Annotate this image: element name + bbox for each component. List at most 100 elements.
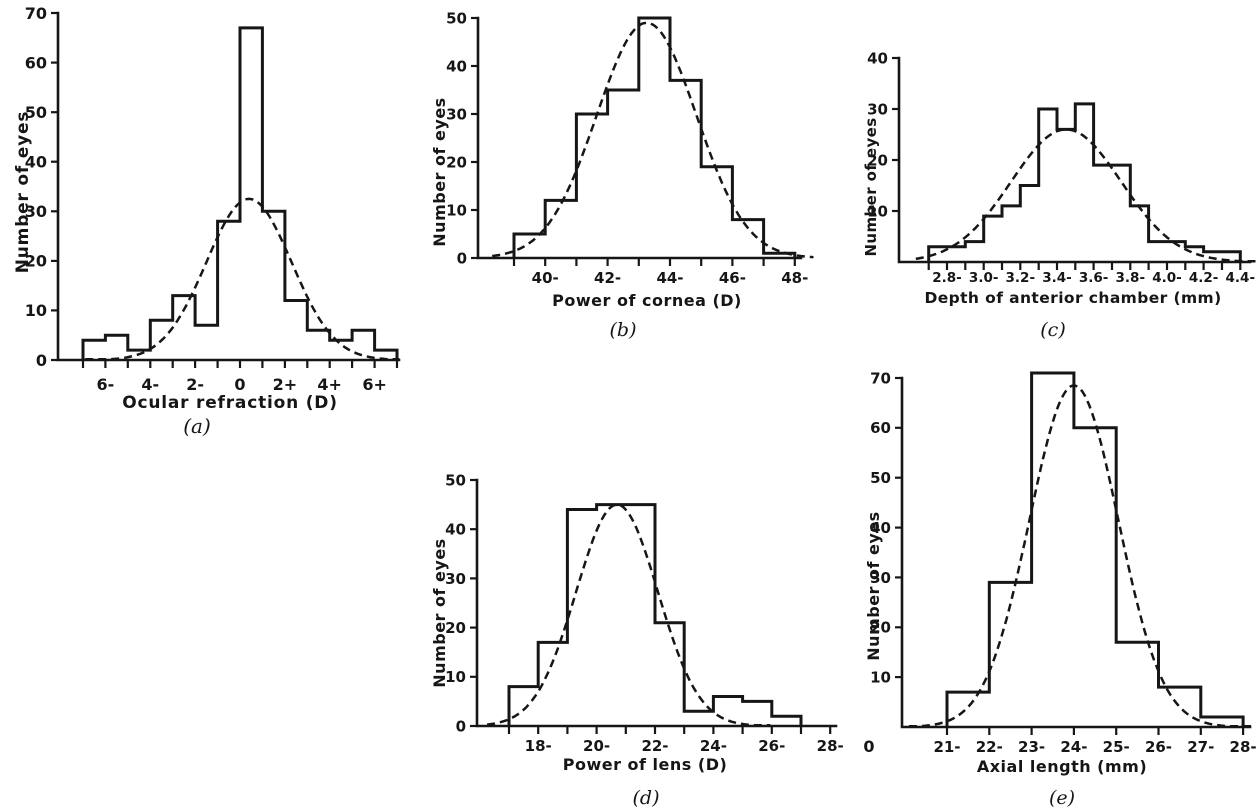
y-tick-label-a-10: 10 [25,301,47,320]
panel-c: 10 20 30 40 2.8- 3.0- 3.2- 3.4- 3.6- 3.8- 4.0- 4.2-… [862,49,1258,341]
x-tick-label-d-28: 28- [817,737,844,755]
x-tick-label-d-20: 20- [583,737,610,755]
axes-a [56,11,401,362]
x-tick-label-a--6: 6- [97,375,115,394]
x-tick-label-c-4.2: 4.2- [1189,270,1219,286]
x-tick-label-d-18: 18- [525,737,552,755]
y-tick-label-e-70: 70 [870,369,891,387]
y-tick-label-a-60: 60 [25,53,47,72]
y-tick-label-b-10: 10 [446,201,467,219]
x-tick-label-b-44: 44- [656,269,683,287]
x-origin-label-e: 0 [863,737,874,756]
histogram-c [927,102,1242,262]
x-axis-title-a: Ocular refraction (D) [122,393,338,413]
x-tick-label-e-24: 24- [1060,738,1087,756]
x-tick-label-e-28: 28- [1230,738,1257,756]
x-tick-label-c-3: 3.0- [969,270,999,286]
y-tick-label-d-40: 40 [445,521,466,539]
y-tick-label-d-20: 20 [445,619,466,637]
y-tick-label-d-50: 50 [445,471,466,489]
normal-curve-b [492,21,814,259]
x-tick-label-c-2.8: 2.8- [932,270,962,286]
x-tick-label-a-2: 2+ [273,375,298,394]
y-tick-label-e-60: 60 [870,419,891,437]
x-tick-label-b-48: 48- [781,269,808,287]
x-tick-label-b-42: 42- [594,269,621,287]
y-tick-label-d-0: 0 [456,717,466,735]
x-tick-label-c-3.8: 3.8- [1116,270,1146,286]
y-tick-label-b-40: 40 [446,57,467,75]
y-tick-label-b-50: 50 [446,9,467,27]
panel-b: 0 10 20 30 40 50 40- 42- 44- 46- 48- Number of eyes… [430,9,814,341]
y-tick-label-e-30: 30 [870,569,891,587]
normal-curve-c [915,128,1258,263]
y-axis-title-b: Number of eyes [430,97,449,246]
y-tick-label-d-10: 10 [445,668,466,686]
x-tick-label-e-27: 27- [1187,738,1214,756]
panel-caption-d: (d) [633,787,660,809]
panel-caption-e: (e) [1049,787,1075,809]
x-tick-label-b-46: 46- [719,269,746,287]
x-tick-label-d-24: 24- [700,737,727,755]
x-tick-label-e-25: 25- [1103,738,1130,756]
y-tick-label-e-50: 50 [870,469,891,487]
panel-caption-c: (c) [1040,319,1065,341]
x-tick-label-e-21: 21- [933,738,960,756]
x-axis-title-b: Power of cornea (D) [552,291,742,310]
x-tick-label-a--4: 4- [141,375,159,394]
y-tick-label-c-30: 30 [867,100,888,118]
y-tick-label-c-20: 20 [867,151,888,169]
y-tick-label-a-20: 20 [25,252,47,271]
panel-a: 0 10 20 30 40 50 60 70 6- 4- 2- 0 2+ 4+ 6+ Number of ey… [13,4,401,438]
axes-c [897,56,1252,264]
x-tick-label-a-6: 6+ [362,375,387,394]
y-tick-label-d-30: 30 [445,570,466,588]
y-tick-label-a-70: 70 [25,4,47,23]
x-tick-label-e-22: 22- [976,738,1003,756]
axes-e [900,376,1252,729]
x-tick-label-c-4: 4.0- [1152,270,1182,286]
panel-caption-b: (b) [610,319,637,341]
x-tick-label-c-4.4: 4.4- [1226,270,1256,286]
y-axis-title-a: Number of eyes [13,111,33,274]
histogram-a [81,26,399,360]
x-tick-label-e-23: 23- [1018,738,1045,756]
y-tick-label-b-0: 0 [457,249,467,267]
y-tick-label-c-10: 10 [867,202,888,220]
panel-d: 0 10 20 30 40 50 18- 20- 22- 24- 26- 28- Number of e… [430,471,844,809]
y-tick-label-e-20: 20 [870,619,891,637]
x-tick-label-c-3.2: 3.2- [1006,270,1036,286]
y-tick-label-a-50: 50 [25,103,47,122]
x-axis-title-c: Depth of anterior chamber (mm) [924,289,1221,307]
y-tick-label-a-30: 30 [25,202,47,221]
x-tick-label-e-26: 26- [1145,738,1172,756]
x-tick-label-c-3.6: 3.6- [1079,270,1109,286]
x-tick-label-d-22: 22- [641,737,668,755]
panel-e: 10 20 30 40 50 60 70 21- 22- 23- 24- 25- 26- 27- 28- 0 N… [863,369,1256,809]
x-tick-label-a-0: 0 [234,375,245,394]
histogram-d [507,503,803,726]
x-tick-label-b-40: 40- [532,269,559,287]
x-tick-label-c-3.4: 3.4- [1042,270,1072,286]
y-tick-label-e-40: 40 [870,519,891,537]
y-tick-label-a-0: 0 [36,351,47,370]
y-axis-title-c: Number of eyes [862,117,880,256]
normal-curve-a [85,197,400,361]
normal-curve-e [908,384,1256,728]
histogram-b [512,16,797,258]
x-axis-title-d: Power of lens (D) [563,755,728,774]
panel-caption-a: (a) [183,414,211,438]
y-tick-label-a-40: 40 [25,152,47,171]
y-axis-title-e: Number of eyes [864,511,883,660]
y-tick-label-b-20: 20 [446,153,467,171]
x-tick-label-a--2: 2- [186,375,204,394]
y-axis-title-d: Number of eyes [430,538,449,687]
x-axis-title-e: Axial length (mm) [977,757,1147,776]
y-tick-label-e-10: 10 [870,669,891,687]
y-tick-label-c-40: 40 [867,49,888,67]
y-tick-label-b-30: 30 [446,105,467,123]
histogram-e [945,371,1245,727]
normal-curve-d [486,503,771,727]
